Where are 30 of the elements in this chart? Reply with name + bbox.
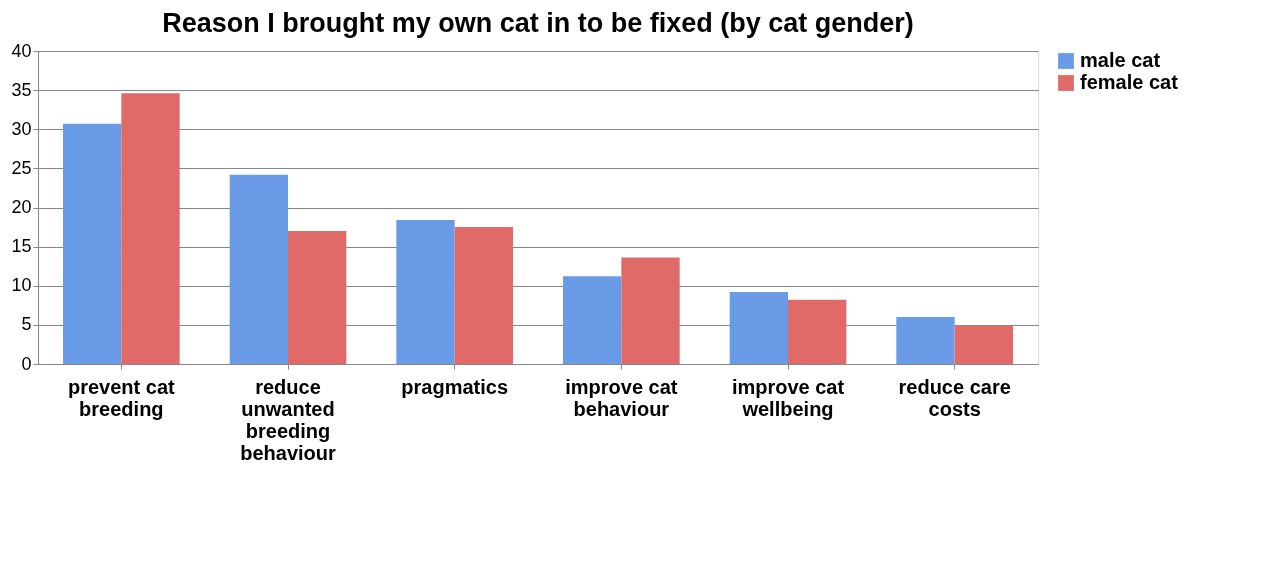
legend-label: female cat — [1080, 71, 1179, 93]
chart-title: Reason I brought my own cat in to be fixed (by cat gender) — [162, 8, 914, 38]
y-tick-label: 0 — [21, 353, 32, 374]
x-tick-label: improve cat wellbeing — [731, 375, 845, 420]
bar — [621, 257, 680, 364]
bar — [454, 227, 513, 364]
bar — [396, 220, 455, 364]
x-tick-label: reduce care costs — [898, 375, 1011, 420]
bar — [229, 174, 288, 364]
bar — [563, 276, 622, 364]
y-tick-label: 5 — [21, 314, 32, 335]
bar — [63, 123, 122, 364]
bar — [729, 292, 788, 364]
bar — [896, 317, 955, 364]
x-tick-label: pragmatics — [401, 375, 509, 398]
x-tick-label: reduce unwanted breeding behaviour — [240, 375, 336, 464]
y-tick-label: 25 — [11, 157, 32, 178]
bar — [788, 299, 847, 364]
x-tick-label: improve cat behaviour — [565, 375, 678, 420]
bar — [288, 230, 347, 364]
y-tick-label: 10 — [11, 275, 32, 296]
bar — [954, 325, 1013, 364]
y-tick-label: 15 — [11, 236, 32, 257]
y-tick-label: 35 — [11, 79, 32, 100]
y-tick-label: 40 — [11, 40, 32, 61]
x-tick-label: prevent cat breeding — [67, 375, 176, 420]
y-tick-label: 30 — [11, 118, 32, 139]
legend-label: male cat — [1080, 49, 1161, 71]
bar — [121, 93, 180, 364]
y-tick-label: 20 — [11, 197, 32, 217]
